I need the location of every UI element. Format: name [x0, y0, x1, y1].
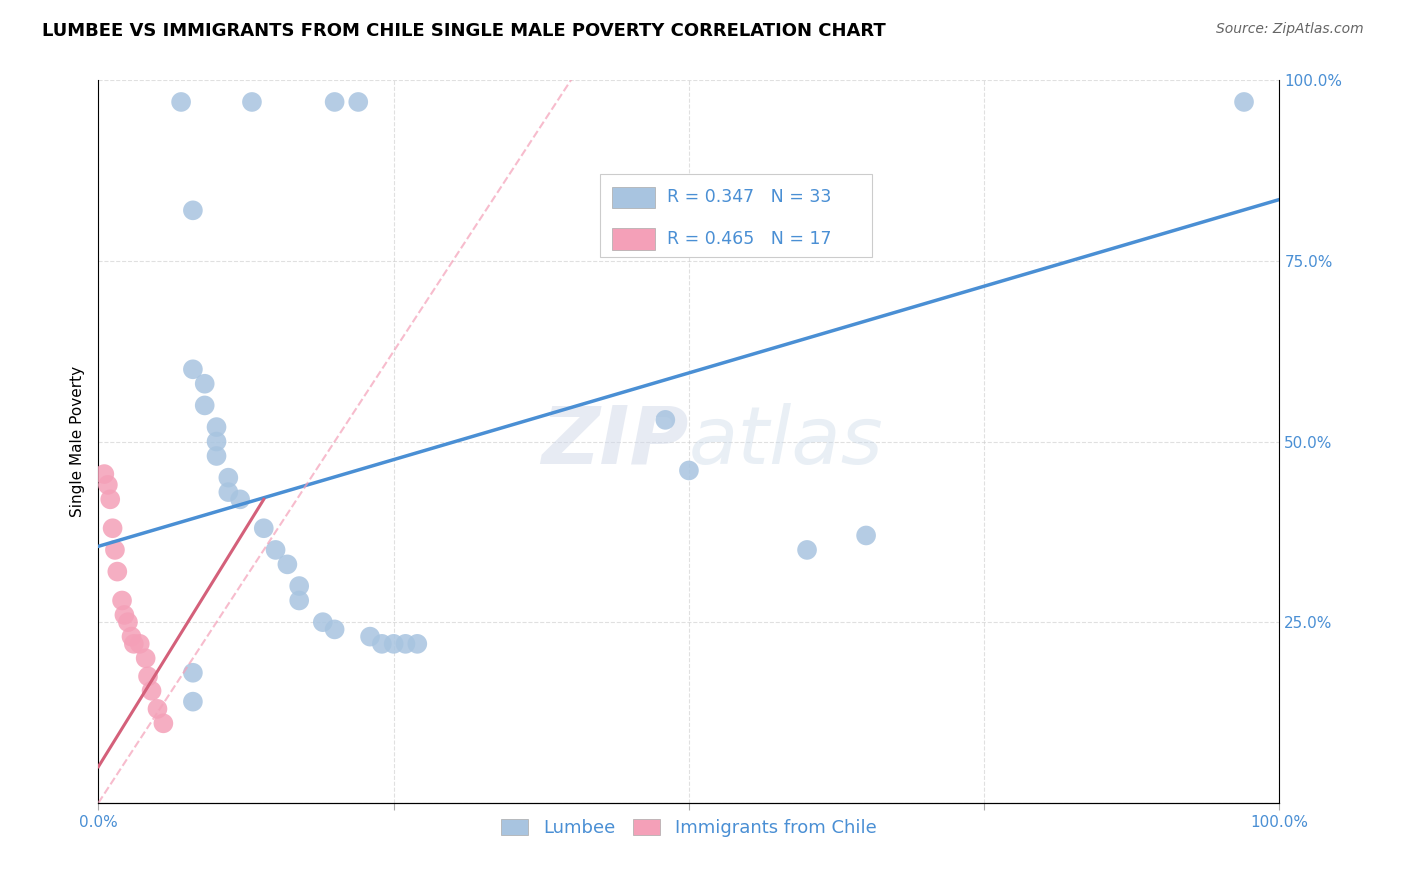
Point [101, 521, 124, 535]
Point [312, 615, 335, 630]
Text: LUMBEE VS IMMIGRANTS FROM CHILE SINGLE MALE POVERTY CORRELATION CHART: LUMBEE VS IMMIGRANTS FROM CHILE SINGLE M… [42, 22, 886, 40]
Point [288, 593, 311, 607]
Point [205, 434, 228, 449]
Point [105, 565, 128, 579]
FancyBboxPatch shape [612, 228, 655, 250]
Point [141, 683, 163, 698]
Point [181, 695, 204, 709]
Point [152, 716, 174, 731]
Point [111, 593, 134, 607]
Point [146, 702, 169, 716]
Point [217, 485, 239, 500]
Point [104, 542, 127, 557]
Point [181, 203, 204, 218]
Y-axis label: Single Male Poverty: Single Male Poverty [70, 366, 86, 517]
Point [796, 542, 818, 557]
Point [394, 637, 416, 651]
Point [323, 95, 346, 109]
Text: R = 0.347   N = 33: R = 0.347 N = 33 [666, 188, 831, 206]
Point [323, 623, 346, 637]
Point [194, 398, 217, 412]
Point [112, 607, 135, 622]
Point [855, 528, 877, 542]
Point [382, 637, 405, 651]
Point [170, 95, 193, 109]
Point [135, 651, 157, 665]
Point [136, 669, 159, 683]
Point [1233, 95, 1256, 109]
Point [276, 558, 298, 572]
Point [122, 637, 145, 651]
Text: atlas: atlas [689, 402, 884, 481]
Legend: Lumbee, Immigrants from Chile: Lumbee, Immigrants from Chile [494, 812, 884, 845]
Point [181, 362, 204, 376]
Point [406, 637, 429, 651]
Text: ZIP: ZIP [541, 402, 689, 481]
Point [229, 492, 252, 507]
Point [98, 492, 121, 507]
Text: R = 0.465   N = 17: R = 0.465 N = 17 [666, 230, 831, 248]
Point [253, 521, 276, 535]
Point [654, 413, 676, 427]
Point [678, 463, 700, 477]
Point [359, 630, 381, 644]
Point [128, 637, 150, 651]
Point [117, 615, 139, 630]
Point [93, 467, 115, 481]
FancyBboxPatch shape [600, 174, 872, 257]
FancyBboxPatch shape [612, 186, 655, 208]
Point [288, 579, 311, 593]
Point [97, 478, 120, 492]
Point [264, 542, 287, 557]
Text: Source: ZipAtlas.com: Source: ZipAtlas.com [1216, 22, 1364, 37]
Point [217, 470, 239, 484]
Point [194, 376, 217, 391]
Point [205, 449, 228, 463]
Point [240, 95, 263, 109]
Point [205, 420, 228, 434]
Point [181, 665, 204, 680]
Point [371, 637, 394, 651]
Point [347, 95, 370, 109]
Point [121, 630, 143, 644]
